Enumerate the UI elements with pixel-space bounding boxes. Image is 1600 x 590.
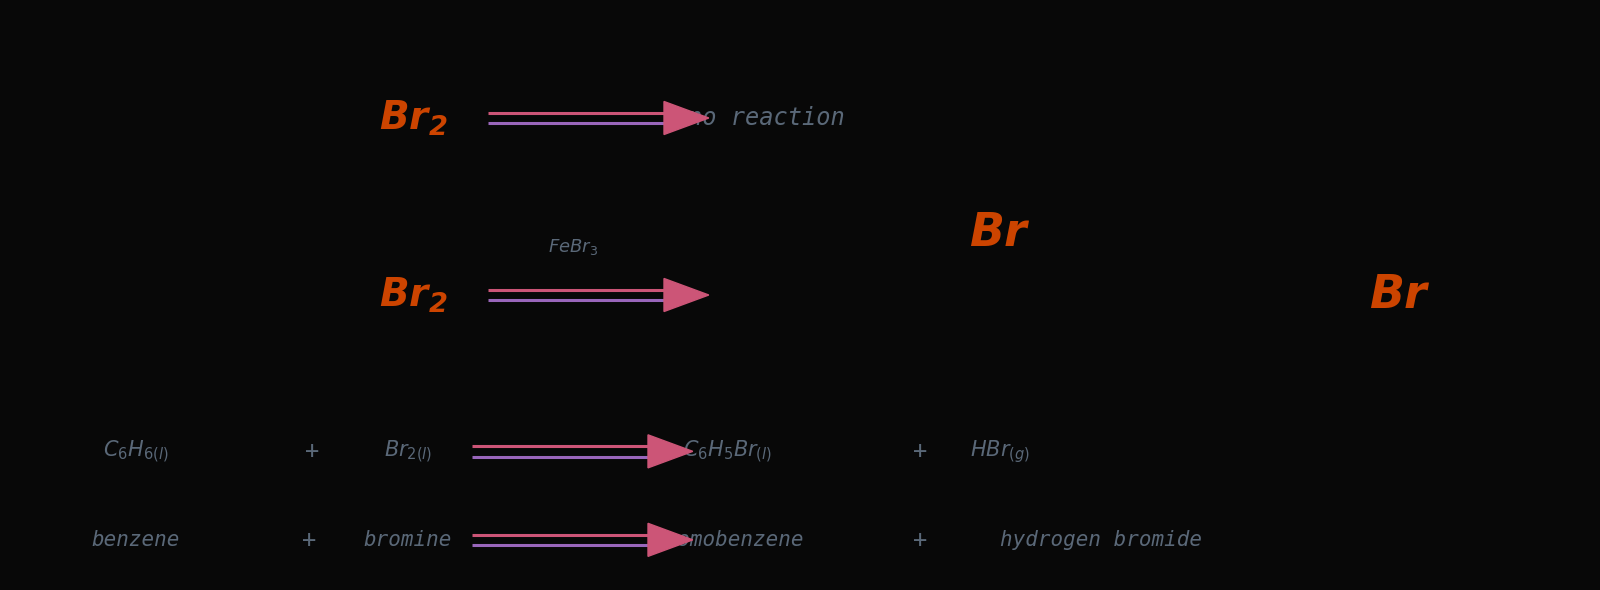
Text: benzene: benzene	[91, 530, 181, 550]
Text: $Br_{2(l)}$: $Br_{2(l)}$	[384, 438, 432, 464]
Polygon shape	[648, 435, 693, 468]
Text: no reaction: no reaction	[688, 106, 845, 130]
Text: +: +	[914, 528, 926, 552]
Text: $\bfit{Br}_{\bfit{2}}$: $\bfit{Br}_{\bfit{2}}$	[379, 99, 448, 137]
Polygon shape	[664, 278, 709, 312]
Text: $C_6H_5Br_{(l)}$: $C_6H_5Br_{(l)}$	[683, 438, 773, 464]
Polygon shape	[648, 523, 693, 556]
Text: $HBr_{(g)}$: $HBr_{(g)}$	[970, 438, 1030, 465]
Text: $\bfit{Br}_{\bfit{2}}$: $\bfit{Br}_{\bfit{2}}$	[379, 276, 448, 314]
Text: $FeBr_3$: $FeBr_3$	[547, 237, 598, 257]
Text: bromine: bromine	[363, 530, 453, 550]
Text: hydrogen bromide: hydrogen bromide	[1000, 530, 1202, 550]
Text: $C_6H_{6(l)}$: $C_6H_{6(l)}$	[102, 438, 170, 464]
Text: $\bfit{Br}$: $\bfit{Br}$	[1370, 272, 1430, 318]
Polygon shape	[664, 101, 709, 135]
Text: +: +	[306, 440, 318, 463]
Text: bromobenzene: bromobenzene	[653, 530, 803, 550]
Text: +: +	[914, 440, 926, 463]
Text: $\bfit{Br}$: $\bfit{Br}$	[970, 210, 1030, 256]
Text: +: +	[302, 528, 315, 552]
